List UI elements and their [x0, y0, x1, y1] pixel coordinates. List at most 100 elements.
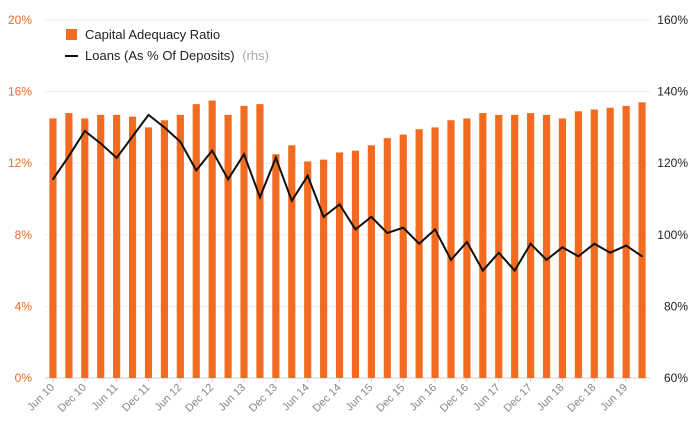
line-point: [482, 269, 484, 272]
x-tick-label: Dec 12: [183, 382, 216, 415]
x-tick-label: Dec 13: [247, 382, 280, 415]
bar: [638, 102, 646, 378]
x-tick-label: Jun 18: [535, 382, 567, 414]
line-point: [131, 135, 134, 138]
y-left-tick-label: 8%: [15, 228, 33, 242]
line-point: [227, 178, 229, 181]
line-point: [84, 130, 86, 132]
line-point: [275, 157, 277, 159]
x-tick-label: Jun 19: [598, 382, 630, 414]
line-point: [402, 226, 405, 229]
line-point: [52, 178, 54, 181]
line-point: [545, 259, 548, 261]
line-point: [259, 196, 261, 199]
line-point: [577, 255, 580, 258]
line-point: [195, 169, 198, 172]
y-left-tick-label: 4%: [15, 299, 33, 313]
line-point: [497, 251, 500, 254]
bar: [97, 114, 105, 379]
line-point: [115, 157, 118, 159]
bar: [574, 111, 582, 378]
bar: [192, 104, 200, 378]
x-tick-label: Jun 11: [89, 382, 120, 413]
y-right-tick-label: 60%: [664, 371, 688, 385]
x-tick-label: Jun 13: [216, 382, 248, 414]
x-tick-label: Dec 10: [56, 382, 89, 415]
x-tick-label: Dec 11: [120, 382, 153, 415]
line-point: [625, 244, 627, 247]
line-point: [322, 216, 325, 218]
bar: [81, 118, 89, 378]
x-tick-label: Dec 14: [311, 382, 344, 415]
bar: [176, 114, 184, 379]
legend: Capital Adequacy Ratio Loans (As % Of De…: [65, 27, 269, 63]
bar: [351, 150, 360, 378]
bar-series: [49, 100, 646, 379]
bar: [399, 134, 407, 378]
bar: [495, 114, 503, 379]
line-point: [163, 126, 166, 129]
legend-label-line: Loans (As % Of Deposits) (rhs): [85, 48, 269, 63]
line-point: [434, 228, 436, 231]
line-point: [147, 114, 150, 116]
x-tick-label: Dec 17: [502, 382, 535, 415]
y-left-tick-label: 12%: [8, 156, 32, 170]
y-right-tick-label: 120%: [657, 156, 688, 170]
bar: [288, 145, 296, 378]
bar: [447, 120, 455, 379]
bar: [304, 161, 312, 378]
x-tick-label: Jun 12: [153, 382, 185, 414]
y-left-tick-label: 0%: [15, 371, 33, 385]
line-point: [243, 153, 245, 156]
bar: [113, 114, 121, 379]
y-left-tick-label: 16%: [8, 85, 32, 99]
line-point: [290, 199, 293, 202]
line-point: [386, 232, 389, 234]
x-tick-label: Jun 14: [280, 382, 312, 414]
right-axis: 60% 80% 100% 120% 140% 160%: [657, 13, 688, 385]
line-point: [609, 251, 611, 254]
line-point: [466, 241, 468, 243]
x-tick-label: Jun 17: [471, 382, 503, 414]
x-tick-label: Dec 16: [438, 382, 471, 415]
bar: [463, 118, 471, 378]
line-point: [450, 259, 452, 261]
line-point: [179, 140, 182, 143]
bar: [479, 113, 487, 378]
line-path: [52, 113, 643, 273]
bar: [606, 107, 614, 379]
bar: [224, 114, 232, 379]
bar: [160, 120, 168, 379]
bar: [542, 114, 551, 379]
bar: [320, 159, 328, 378]
bar: [49, 118, 57, 378]
x-tick-label: Jun 10: [25, 382, 57, 414]
bar: [415, 129, 423, 378]
line-point: [211, 149, 213, 152]
legend-swatch-bar: [66, 29, 77, 40]
bar: [208, 100, 216, 379]
bar: [128, 116, 137, 378]
bar: [383, 138, 391, 378]
line-point: [306, 174, 309, 177]
line-point: [593, 242, 596, 245]
bar: [240, 105, 248, 379]
line-point: [418, 242, 420, 245]
line-point: [513, 269, 516, 272]
bar: [65, 113, 73, 378]
line-point: [99, 142, 102, 145]
bar: [431, 127, 439, 379]
line-point: [529, 242, 532, 245]
legend-label-line-text: Loans (As % Of Deposits): [85, 48, 235, 63]
bar: [256, 104, 264, 378]
bar: [367, 145, 375, 378]
y-left-tick-label: 20%: [8, 13, 32, 27]
x-tick-label: Dec 18: [565, 382, 598, 415]
line-point: [561, 246, 564, 249]
y-right-tick-label: 160%: [657, 13, 688, 27]
line-point: [354, 228, 357, 231]
legend-label-line-suffix: (rhs): [242, 48, 269, 63]
